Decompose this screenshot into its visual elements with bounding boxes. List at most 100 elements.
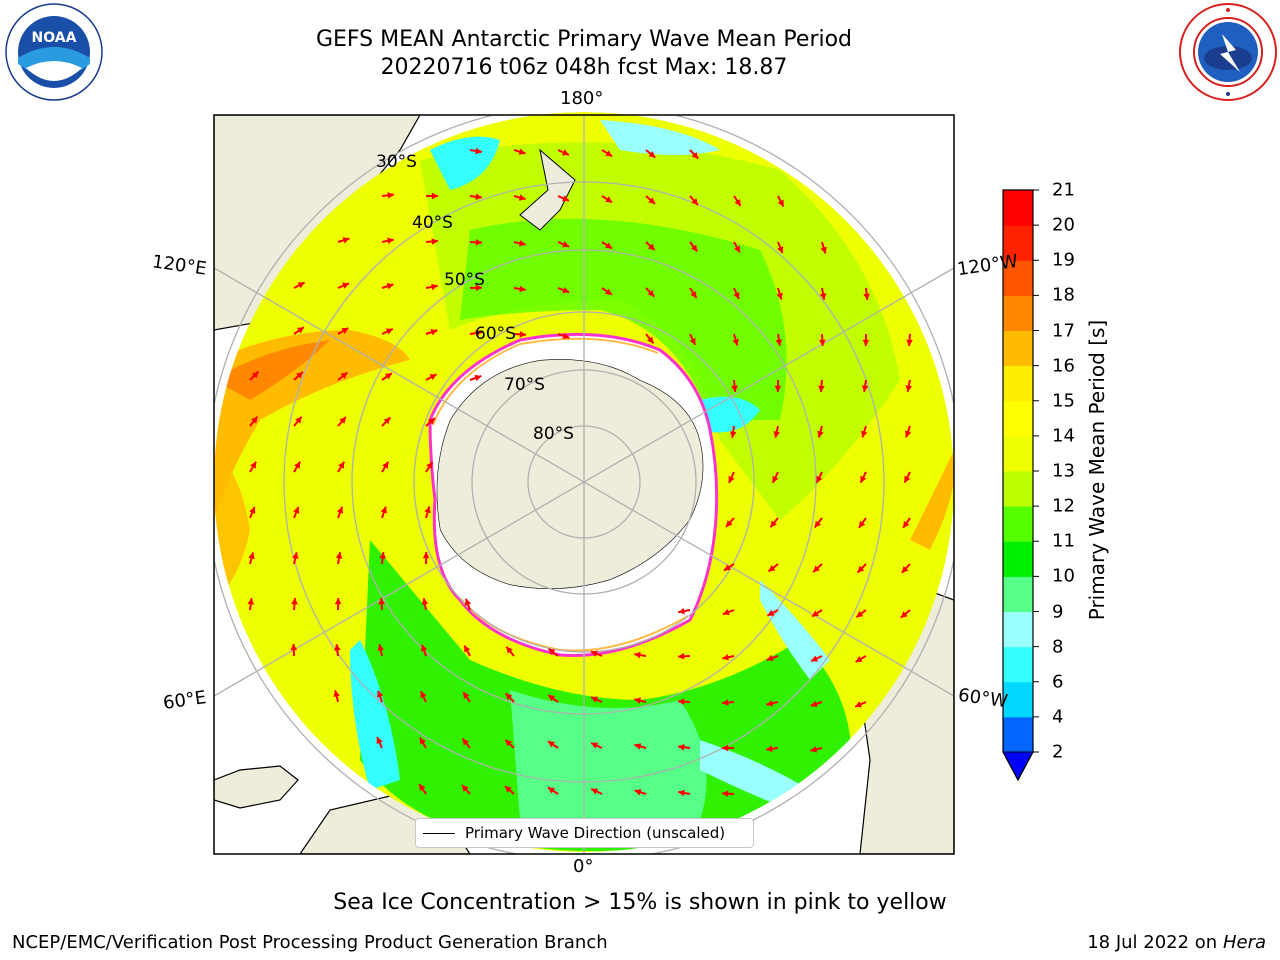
colorbar-tick-label: 9 xyxy=(1052,601,1064,622)
wave-arrow-head xyxy=(900,611,908,618)
wave-arrow-head xyxy=(294,461,301,469)
footer-date-text: 18 Jul 2022 on xyxy=(1087,932,1223,953)
chart-title: GEFS MEAN Antarctic Primary Wave Mean Pe… xyxy=(315,27,853,52)
wave-arrow-head xyxy=(431,283,438,291)
wave-arrow-head xyxy=(420,691,427,699)
graticule xyxy=(214,115,954,854)
colorbar-segment xyxy=(1003,330,1033,367)
wave-arrow-head xyxy=(678,652,685,660)
wave-arrow-head xyxy=(548,695,556,702)
wave-arrow-head xyxy=(462,784,469,792)
colorbar-tick-label: 18 xyxy=(1052,284,1075,306)
wave-arrow-head xyxy=(291,598,298,605)
wave-arrow-head xyxy=(342,282,350,289)
wave-arrow-head xyxy=(505,693,513,701)
wave-arrow-head xyxy=(861,430,868,438)
wave-arrow-head xyxy=(678,698,685,706)
wave-arrow-head xyxy=(296,371,303,379)
wave-arrow-head xyxy=(385,328,393,335)
wave-arrow-head xyxy=(817,430,824,438)
wave-arrow-head xyxy=(380,506,388,514)
colorbar-tick-label: 20 xyxy=(1052,214,1075,236)
colorbar-segment xyxy=(1003,295,1033,331)
wave-arrow-head xyxy=(776,292,783,300)
wave-arrow-head xyxy=(634,789,642,796)
wave-arrow-head xyxy=(431,192,438,200)
wave-arrow-head xyxy=(519,285,526,293)
wave-arrow-head xyxy=(860,475,867,483)
wave-arrow-head xyxy=(339,417,346,424)
wave-arrow-head xyxy=(384,373,392,380)
wave-arrow-head xyxy=(647,289,655,297)
wave-arrow-head xyxy=(387,237,394,245)
colorbar-segment xyxy=(1003,646,1033,683)
colorbar-segment xyxy=(1003,541,1033,577)
wave-arrow-head xyxy=(904,475,911,483)
wave-arrow-head xyxy=(376,690,384,698)
wave-arrow-head xyxy=(818,339,826,346)
wave-arrow-head xyxy=(725,520,733,527)
colorbar-segment xyxy=(1003,506,1033,542)
wave-arrow-head xyxy=(816,475,823,483)
colorbar-segment xyxy=(1003,225,1033,261)
colorbar-outline xyxy=(1002,189,1034,782)
wave-arrow-head xyxy=(431,238,438,245)
wave-arrow-head xyxy=(634,697,642,704)
wave-arrow-head xyxy=(906,339,913,346)
wave-arrow-head xyxy=(768,565,776,572)
wave-arrow-head xyxy=(422,552,430,559)
wave-arrow-head xyxy=(430,328,438,336)
sea-ice-note: Sea Ice Concentration > 15% is shown in … xyxy=(333,890,947,915)
wave-arrow-head xyxy=(861,385,869,392)
colorbar-tick-label: 21 xyxy=(1052,179,1075,201)
wave-arrow-head xyxy=(678,607,685,615)
colorbar-tick-label: 4 xyxy=(1052,706,1064,728)
chart-subtitle: 20220716 t06z 048h fcst Max: 18.87 xyxy=(380,55,788,80)
wave-arrow-head xyxy=(290,644,298,651)
madagascar-land xyxy=(214,765,299,809)
lon-label-0: 0° xyxy=(573,856,594,877)
wave-arrow-head xyxy=(379,552,387,559)
colorbar xyxy=(1002,189,1039,782)
wave-arrow-head xyxy=(605,242,613,249)
wave-arrow-head xyxy=(605,150,613,157)
wave-arrow-head xyxy=(634,743,642,750)
wave-arrow-head xyxy=(562,241,570,248)
colorbar-under-triangle xyxy=(1002,751,1034,782)
wave-arrow-head xyxy=(428,417,435,425)
colorbar-tick-label: 16 xyxy=(1052,355,1075,377)
colorbar-segment xyxy=(1003,190,1033,226)
colorbar-segment xyxy=(1003,716,1033,753)
wave-arrow-head xyxy=(475,284,482,292)
lat-label-40s: 40°S xyxy=(412,213,453,233)
wave-arrow-head xyxy=(420,644,428,652)
wave-arrow-head xyxy=(342,237,350,244)
wave-arrow-head xyxy=(387,191,394,199)
wave-arrow-head xyxy=(810,700,818,708)
wave-arrow-head xyxy=(336,506,344,514)
lat-label-50s: 50°S xyxy=(444,270,485,290)
wave-arrow-head xyxy=(854,701,862,708)
lon-label-180: 180° xyxy=(560,88,604,109)
wave-arrow-head xyxy=(429,374,437,381)
wave-arrow-head xyxy=(591,788,599,795)
wave-arrow-head xyxy=(678,789,685,797)
wave-arrow-head xyxy=(648,151,656,158)
legend-line-swatch xyxy=(423,832,455,834)
wave-arrow-head xyxy=(820,246,827,254)
wave-arrow-head xyxy=(648,197,656,204)
wave-arrow-head xyxy=(722,790,729,798)
wave-arrow-head xyxy=(518,148,526,155)
wave-arrow-head xyxy=(863,293,870,300)
noaa-logo: NOAA xyxy=(5,3,103,101)
wave-arrow-head xyxy=(377,644,385,651)
wave-arrow-head xyxy=(426,461,433,469)
wave-arrow-head xyxy=(383,417,391,425)
wave-arrow-head xyxy=(475,193,482,201)
wave-arrow-head xyxy=(590,650,598,657)
wave-arrow-head xyxy=(376,737,383,745)
wave-arrow-head xyxy=(733,292,740,299)
lat-label-70s: 70°S xyxy=(504,375,545,395)
wave-arrow-head xyxy=(250,416,258,424)
